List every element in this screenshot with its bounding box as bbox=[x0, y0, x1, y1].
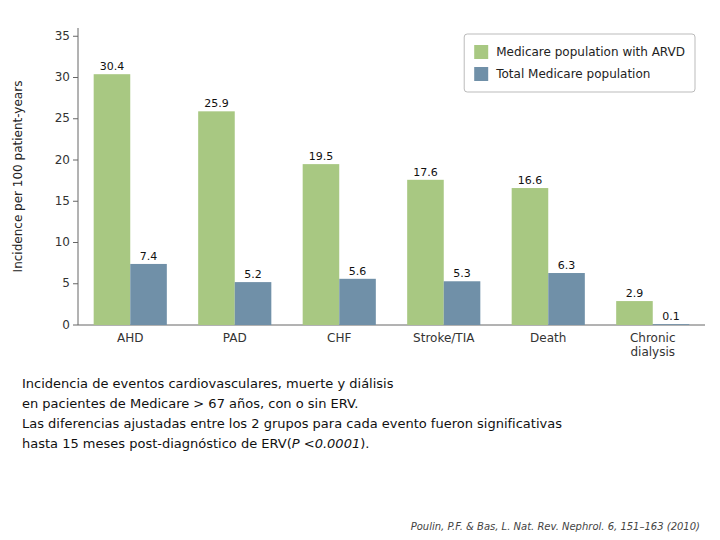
x-tick-label: PAD bbox=[223, 331, 247, 345]
caption: Incidencia de eventos cardiovasculares, … bbox=[22, 376, 394, 391]
citation: Poulin, P.F. & Bas, L. Nat. Rev. Nephrol… bbox=[411, 521, 700, 532]
bar bbox=[512, 188, 549, 325]
caption-part: ). bbox=[360, 436, 369, 451]
data-label: 0.1 bbox=[662, 310, 680, 323]
caption: hasta 15 meses post-diagnóstico de ERV(P… bbox=[22, 436, 369, 451]
data-label: 25.9 bbox=[204, 97, 229, 110]
bar bbox=[339, 279, 376, 325]
legend-label: Medicare population with ARVD bbox=[496, 45, 685, 59]
caption: en pacientes de Medicare > 67 años, con … bbox=[22, 396, 358, 411]
x-tick-label-line: CHF bbox=[327, 331, 351, 345]
bar bbox=[444, 281, 481, 325]
x-tick-label: Stroke/TIA bbox=[413, 331, 475, 345]
caption-part: P <0.0001 bbox=[292, 436, 360, 451]
y-tick bbox=[73, 325, 78, 326]
y-tick bbox=[73, 242, 78, 243]
bar bbox=[130, 264, 167, 325]
x-tick-label: AHD bbox=[117, 331, 143, 345]
data-label: 17.6 bbox=[413, 166, 438, 179]
x-axis-line bbox=[78, 325, 705, 326]
y-tick-label: 30 bbox=[55, 70, 70, 84]
y-tick-label: 10 bbox=[55, 235, 70, 249]
bar bbox=[548, 273, 585, 325]
x-tick-label: Chronicdialysis bbox=[630, 331, 676, 359]
y-tick-label: 0 bbox=[62, 318, 70, 332]
chart: 0 5 10 15 20 25 30 35 Incidence per 100 patient-… bbox=[0, 0, 720, 540]
x-tick-label-line: AHD bbox=[117, 331, 143, 345]
y-tick-label: 20 bbox=[55, 153, 70, 167]
caption: Las diferencias ajustadas entre los 2 gr… bbox=[22, 416, 562, 431]
y-axis-label: Incidence per 100 patient-years bbox=[11, 81, 25, 273]
bar bbox=[653, 324, 690, 325]
y-tick bbox=[73, 160, 78, 161]
y-tick-label: 5 bbox=[62, 276, 70, 290]
legend-label: Total Medicare population bbox=[495, 67, 650, 81]
legend: Medicare population with ARVD Total Medic… bbox=[464, 34, 695, 92]
data-label: 2.9 bbox=[626, 287, 644, 300]
chart-container: 0 5 10 15 20 25 30 35 Incidence per 100 patient-… bbox=[0, 0, 720, 540]
legend-swatch bbox=[474, 67, 488, 81]
bar bbox=[235, 282, 272, 325]
data-label: 19.5 bbox=[309, 150, 334, 163]
x-tick-label: Death bbox=[530, 331, 566, 345]
data-label: 30.4 bbox=[100, 60, 125, 73]
y-tick bbox=[73, 201, 78, 202]
bar bbox=[407, 180, 444, 325]
data-label: 5.6 bbox=[349, 265, 367, 278]
x-tick-label-line: dialysis bbox=[630, 345, 675, 359]
x-tick-label-line: PAD bbox=[223, 331, 247, 345]
y-tick-label: 35 bbox=[55, 29, 70, 43]
legend-swatch bbox=[474, 45, 488, 59]
bar bbox=[616, 301, 653, 325]
y-tick bbox=[73, 283, 78, 284]
y-tick-label: 15 bbox=[55, 194, 70, 208]
data-label: 5.2 bbox=[244, 268, 262, 281]
data-label: 7.4 bbox=[140, 250, 158, 263]
y-tick bbox=[73, 77, 78, 78]
x-tick-label-line: Chronic bbox=[630, 331, 676, 345]
bar bbox=[198, 111, 235, 325]
data-label: 16.6 bbox=[518, 174, 543, 187]
bars bbox=[94, 74, 690, 325]
y-axis-line bbox=[78, 28, 79, 325]
bar bbox=[303, 164, 340, 325]
bar bbox=[94, 74, 131, 325]
data-label: 6.3 bbox=[558, 259, 576, 272]
x-tick-label: CHF bbox=[327, 331, 351, 345]
x-tick-label-line: Stroke/TIA bbox=[413, 331, 475, 345]
data-labels: 30.4 25.9 19.5 17.6 16.6 2.9 7.4 5.2 5.6 5.3 6.3 0.… bbox=[100, 60, 680, 323]
caption-part: hasta 15 meses post-diagnóstico de ERV( bbox=[22, 436, 292, 451]
y-tick bbox=[73, 118, 78, 119]
y-axis: 0 5 10 15 20 25 30 35 bbox=[55, 28, 78, 332]
y-tick-label: 25 bbox=[55, 111, 70, 125]
x-tick-label-line: Death bbox=[530, 331, 566, 345]
legend-box bbox=[464, 34, 695, 92]
data-label: 5.3 bbox=[453, 267, 471, 280]
y-tick bbox=[73, 36, 78, 37]
